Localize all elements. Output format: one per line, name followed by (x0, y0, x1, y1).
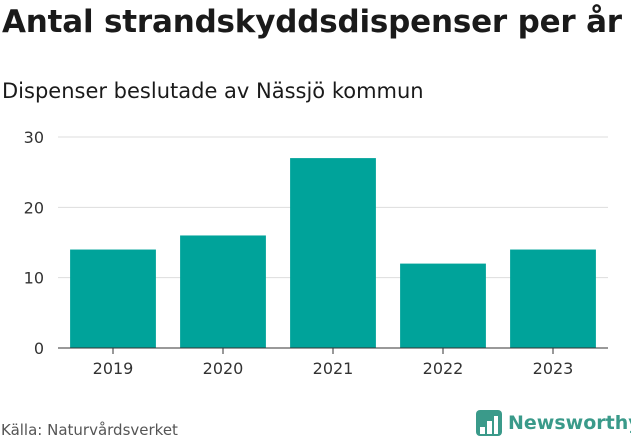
y-tick-label: 10 (24, 269, 44, 288)
bars (70, 158, 596, 348)
x-tick-label: 2021 (313, 359, 354, 378)
bar-2023 (510, 249, 596, 348)
y-axis-ticks: 0 10 20 30 (24, 128, 44, 358)
newsworthy-icon (476, 410, 502, 436)
brand-logo: Newsworthy (476, 409, 631, 437)
source-note: Källa: Naturvårdsverket (1, 421, 178, 439)
chart-title: Antal strandskyddsdispenser per år (2, 4, 622, 40)
y-tick-label: 0 (34, 339, 44, 358)
brand-name: Newsworthy (508, 412, 631, 434)
bar-chart: 0 10 20 30 2019 2020 2021 2022 2023 (24, 128, 608, 378)
x-axis-ticks: 2019 2020 2021 2022 2023 (93, 348, 574, 378)
bar-2020 (180, 235, 266, 348)
y-tick-label: 30 (24, 128, 44, 147)
bar-2022 (400, 263, 486, 348)
x-tick-label: 2023 (533, 359, 574, 378)
bar-2021 (290, 158, 376, 348)
chart-subtitle: Dispenser beslutade av Nässjö kommun (2, 79, 424, 103)
bar-2019 (70, 249, 156, 348)
x-tick-label: 2020 (203, 359, 244, 378)
x-tick-label: 2019 (93, 359, 134, 378)
x-tick-label: 2022 (423, 359, 464, 378)
y-tick-label: 20 (24, 198, 44, 217)
